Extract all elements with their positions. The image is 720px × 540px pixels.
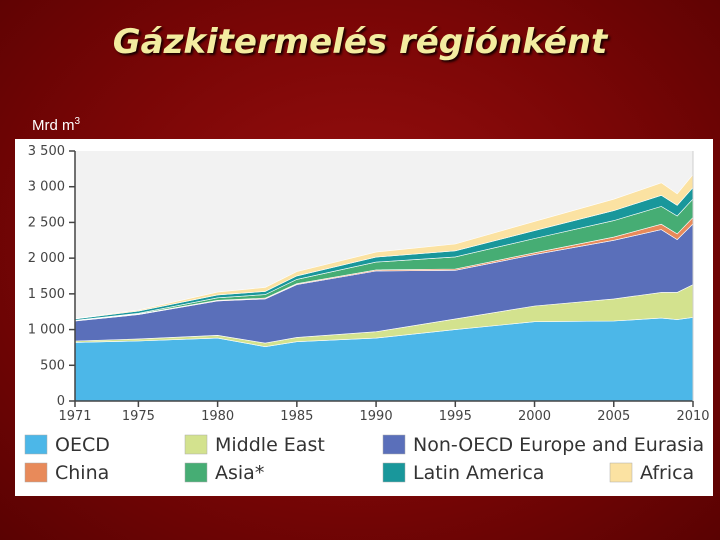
y-tick-label: 2 500 [28, 215, 65, 230]
legend-label-non-oecd-europe-and-eurasia: Non-OECD Europe and Eurasia [413, 434, 704, 456]
legend-label-latin-america: Latin America [413, 462, 544, 484]
x-tick-label: 1980 [201, 409, 234, 424]
chart-panel: 0 500 1 000 1 500 2 000 2 500 3 000 3 500 1971 19… [15, 139, 713, 496]
unit-superscript: 3 [74, 116, 81, 127]
y-tick-label: 2 000 [28, 251, 65, 266]
legend-swatch-non-oecd-europe-and-eurasia [382, 434, 406, 455]
x-tick-label: 2000 [518, 409, 551, 424]
x-tick-label: 1995 [439, 409, 472, 424]
legend: OECD Middle East Non-OECD Europe and Euras… [24, 434, 704, 484]
area-layers [74, 151, 694, 402]
legend-swatch-oecd [24, 434, 48, 455]
legend-swatch-middle-east [184, 434, 208, 455]
x-tick-label: 1975 [122, 409, 155, 424]
axes: 0 500 1 000 1 500 2 000 2 500 3 000 3 500 1971 19… [28, 144, 710, 424]
legend-label-middle-east: Middle East [215, 434, 325, 456]
x-tick-label: 2010 [676, 409, 709, 424]
y-tick-label: 3 000 [28, 180, 65, 195]
unit-text: Mrd m [32, 117, 75, 134]
legend-label-asia: Asia* [215, 462, 264, 484]
x-tick-label: 1985 [280, 409, 313, 424]
legend-label-africa: Africa [640, 462, 694, 484]
legend-swatch-asia [184, 462, 208, 483]
y-tick-label: 500 [40, 358, 65, 373]
stacked-area-chart: 0 500 1 000 1 500 2 000 2 500 3 000 3 500 1971 19… [24, 144, 710, 484]
legend-swatch-africa [609, 462, 633, 483]
x-tick-label: 1971 [58, 409, 91, 424]
x-tick-label: 1990 [360, 409, 393, 424]
x-tick-label: 2005 [597, 409, 630, 424]
y-tick-label: 0 [57, 394, 65, 409]
legend-swatch-latin-america [382, 462, 406, 483]
legend-label-china: China [55, 462, 109, 484]
y-tick-label: 1 500 [28, 287, 65, 302]
y-tick-label: 1 000 [28, 323, 65, 338]
slide-title: Gázkitermelés régiónként [112, 22, 608, 62]
legend-swatch-china [24, 462, 48, 483]
legend-label-oecd: OECD [55, 434, 110, 456]
y-unit-label: Mrd m3 [32, 116, 80, 134]
y-tick-label: 3 500 [28, 144, 65, 159]
